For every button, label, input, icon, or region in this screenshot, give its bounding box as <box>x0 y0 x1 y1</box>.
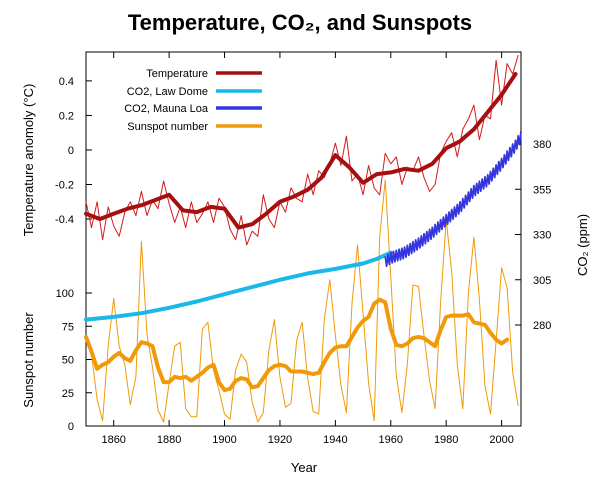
x-axis-label: Year <box>291 460 318 475</box>
x-tick-label: 1920 <box>268 434 292 446</box>
y-tick-label-temperature: 0.4 <box>59 76 74 88</box>
y-tick-label-co2: 330 <box>533 230 551 242</box>
y-tick-label-co2: 355 <box>533 184 551 196</box>
legend-label-co2-law-dome: CO2, Law Dome <box>127 86 208 98</box>
y-tick-label-sunspot: 50 <box>62 355 74 367</box>
y-axis-label-co2: CO₂ (ppm) <box>575 214 590 276</box>
y-tick-label-co2: 305 <box>533 275 551 287</box>
plot-frame <box>85 51 522 427</box>
series-temperature-annual-line <box>85 54 519 246</box>
legend: Temperature CO2, Law Dome CO2, Mauna Loa… <box>124 68 262 133</box>
y-tick-label-sunspot: 25 <box>62 388 74 400</box>
y-tick-label-temperature: 0.2 <box>59 110 74 122</box>
y-tick-label-sunspot: 75 <box>62 321 74 333</box>
y-axis-label-sunspot: Sunspot number <box>21 312 36 408</box>
legend-label-sunspot: Sunspot number <box>127 121 208 133</box>
legend-label-co2-mauna-loa: CO2, Mauna Loa <box>124 103 209 115</box>
x-tick-label: 1960 <box>379 434 403 446</box>
y-tick-label-sunspot: 100 <box>56 288 74 300</box>
axis-ticks: 1860 1880 1900 1920 1940 1960 1980 2000 -0.4 -0.2… <box>55 52 551 446</box>
y-tick-label-temperature: -0.4 <box>55 214 74 226</box>
x-tick-label: 1860 <box>101 434 125 446</box>
legend-label-temperature: Temperature <box>146 68 208 80</box>
y-tick-label-temperature: -0.2 <box>55 179 74 191</box>
y-tick-label-temperature: 0 <box>68 145 74 157</box>
series-sunspot-smoothed-line <box>84 297 510 393</box>
x-tick-label: 2000 <box>489 434 513 446</box>
y-tick-label-sunspot: 0 <box>68 421 74 433</box>
series-group <box>84 54 522 423</box>
x-tick-label: 1900 <box>212 434 236 446</box>
y-tick-label-co2: 380 <box>533 139 551 151</box>
x-tick-label: 1940 <box>323 434 347 446</box>
x-tick-label: 1880 <box>157 434 181 446</box>
series-temperature-smoothed-line <box>84 72 518 230</box>
x-tick-label: 1980 <box>434 434 458 446</box>
series-co2-mauna-loa-line <box>384 131 522 268</box>
chart-title: Temperature, CO₂, and Sunspots <box>128 10 472 35</box>
y-axis-label-temperature: Temperature anomoly (°C) <box>21 84 36 237</box>
y-tick-label-co2: 280 <box>533 320 551 332</box>
series-co2-law-dome-line <box>84 250 393 322</box>
